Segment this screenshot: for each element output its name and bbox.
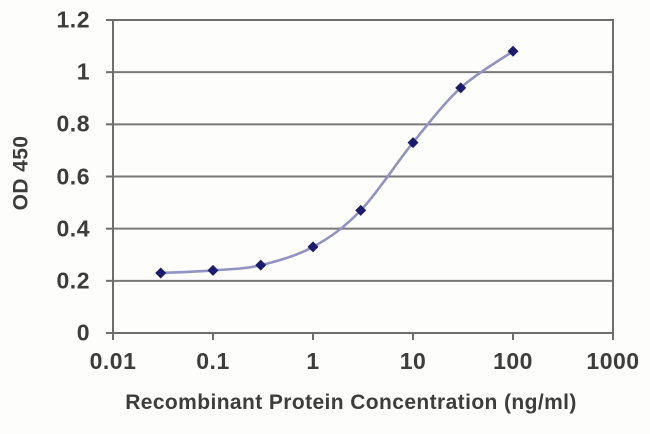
data-point-marker [407,137,419,149]
y-tick-label-1.2: 1.2 [56,6,90,33]
x-tick-label-10: 10 [399,348,427,374]
x-tick-label-100: 100 [493,348,533,374]
data-point-marker [507,45,519,57]
x-tick-label-0.1: 0.1 [196,348,230,374]
x-tick-label-0.01: 0.01 [89,348,137,374]
y-tick-label-0.8: 0.8 [56,110,90,137]
y-tick-label-0: 0 [76,319,90,346]
data-point-marker [355,204,367,216]
y-tick-label-0.6: 0.6 [56,163,90,189]
x-tick-label-1: 1 [306,348,320,374]
y-tick-label-0.4: 0.4 [56,215,90,242]
data-point-marker [155,267,167,279]
data-point-marker [207,264,219,276]
x-tick-label-1000: 1000 [586,348,640,374]
data-point-marker [255,259,267,271]
y-tick-label-1: 1 [76,58,90,85]
data-point-marker [455,82,467,94]
y-tick-label-0.2: 0.2 [56,267,90,294]
data-point-marker [307,241,319,253]
x-axis-title: Recombinant Protein Concentration (ng/ml… [125,391,577,414]
y-axis-title: OD 450 [9,135,33,211]
